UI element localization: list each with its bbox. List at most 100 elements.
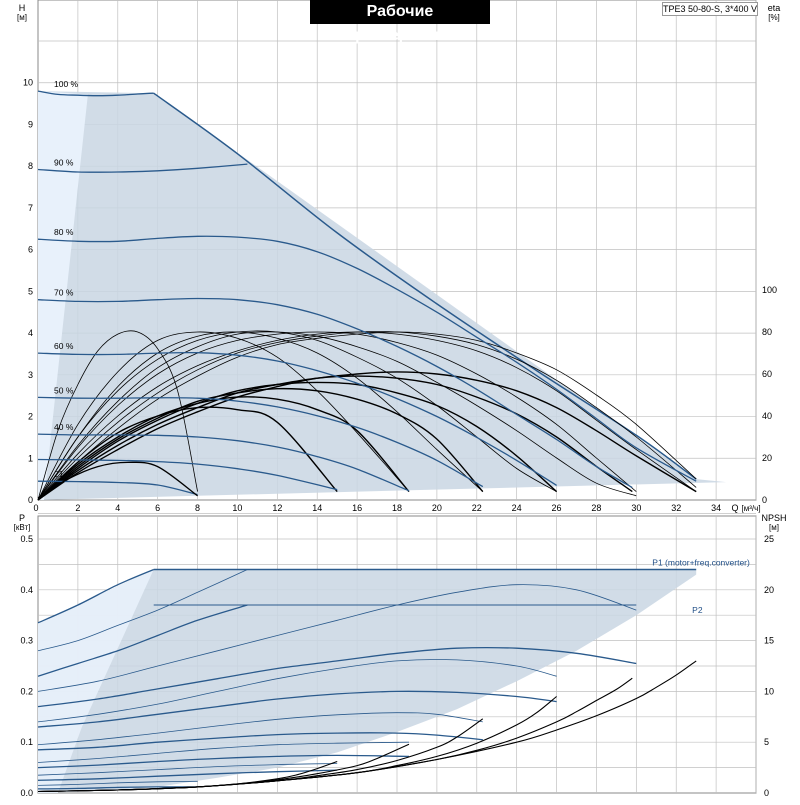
head-y-tick-label: 6 (28, 245, 33, 255)
npsh-tick-label: 20 (764, 585, 774, 595)
speed-label: 21 % (54, 469, 74, 479)
head-y-axis-label: H (19, 3, 26, 13)
q-tick-label: 16 (352, 503, 362, 513)
head-y-axis-unit: [м] (17, 13, 27, 22)
q-tick-label: 2 (75, 503, 80, 513)
power-y-tick-label: 0.4 (20, 585, 33, 595)
speed-label: 50 % (54, 385, 74, 395)
q-tick-label: 0 (33, 503, 38, 513)
power-curve (37, 659, 557, 723)
npsh-axis-label: NPSH (761, 513, 786, 523)
efficiency-curve (37, 371, 697, 501)
q-tick-label: 18 (392, 503, 402, 513)
efficiency-curve (37, 381, 558, 501)
q-tick-label: 30 (631, 503, 641, 513)
q-axis-label: Q (732, 503, 739, 513)
speed-label: 80 % (54, 227, 74, 237)
power-panel: P1 (motor+freq.converter) P2 0.0 0.1 0.2 0.3 0… (14, 513, 787, 798)
head-y-tick-label: 8 (28, 161, 33, 171)
head-max-curve (153, 92, 697, 480)
npsh-tick-label: 0 (764, 788, 769, 798)
head-curve (37, 433, 410, 492)
head-y-tick-label: 10 (23, 78, 33, 88)
head-curve (37, 458, 338, 491)
head-curve (37, 297, 633, 489)
power-curve (37, 569, 248, 652)
eta-tick-label: 20 (762, 453, 772, 463)
eta-tick-label: 0 (762, 495, 767, 505)
power-curve (37, 780, 198, 786)
q-tick-label: 8 (195, 503, 200, 513)
pump-model-label: TPE3 50-80-S, 3*400 V (662, 2, 758, 16)
q-tick-label: 14 (312, 503, 322, 513)
power-curve (37, 754, 410, 769)
power-curve (37, 584, 637, 692)
head-y-tick-label: 5 (28, 286, 33, 296)
efficiency-curve (37, 331, 697, 501)
efficiency-curve (37, 331, 697, 501)
head-y-tick-label: 7 (28, 203, 33, 213)
power-curve (37, 646, 637, 708)
power-curve (37, 786, 198, 790)
p1-series-label: P1 (motor+freq.converter) (652, 557, 750, 567)
npsh-tick-label: 15 (764, 636, 774, 646)
head-panel: 100 %90 %80 %70 %60 %50 %40 %21 %0123456… (17, 0, 780, 513)
speed-label: 40 % (54, 422, 74, 432)
q-tick-label: 28 (591, 503, 601, 513)
power-curve (37, 568, 154, 624)
npsh-tick-label: 5 (764, 737, 769, 747)
head-y-tick-label: 2 (28, 412, 33, 422)
power-y-axis-label: P (19, 513, 25, 523)
q-tick-label: 26 (552, 503, 562, 513)
q-tick-label: 32 (671, 503, 681, 513)
power-curve (37, 732, 483, 751)
efficiency-curve (37, 387, 484, 501)
power-curve (37, 690, 557, 728)
speed-label: 100 % (54, 79, 79, 89)
head-curve (37, 461, 198, 499)
q-tick-label: 24 (512, 503, 522, 513)
power-y-tick-label: 0.0 (20, 788, 33, 798)
q-tick-label: 4 (115, 503, 120, 513)
speed-label: 70 % (54, 288, 74, 298)
head-y-tick-label: 0 (28, 495, 33, 505)
q-axis-unit: [м³/ч] (742, 504, 761, 513)
npsh-curve (37, 660, 697, 793)
q-tick-label: 12 (272, 503, 282, 513)
efficiency-curve (37, 331, 637, 501)
q-tick-label: 20 (432, 503, 442, 513)
npsh-axis-unit: [м] (769, 523, 779, 532)
head-curve (37, 351, 557, 486)
eta-axis-label: eta (768, 3, 781, 13)
chart-title: Рабочие характеристики (310, 0, 490, 44)
head-y-tick-label: 9 (28, 119, 33, 129)
p2-series-label: P2 (692, 605, 703, 615)
head-curve (37, 163, 248, 173)
speed-label: 60 % (54, 341, 74, 351)
npsh-tick-label: 25 (764, 534, 774, 544)
speed-label: 90 % (54, 158, 74, 168)
eta-tick-label: 100 (762, 285, 777, 295)
efficiency-curve (37, 330, 557, 501)
power-y-tick-label: 0.1 (20, 737, 33, 747)
head-y-tick-label: 4 (28, 328, 33, 338)
power-curve (37, 769, 338, 781)
power-curve (37, 712, 483, 746)
q-tick-label: 6 (155, 503, 160, 513)
efficiency-curve (37, 330, 198, 501)
power-y-axis-unit: [кВт] (14, 523, 31, 532)
head-curve (37, 480, 198, 496)
eta-tick-label: 60 (762, 369, 772, 379)
npsh-tick-label: 10 (764, 686, 774, 696)
power-y-tick-label: 0.3 (20, 636, 33, 646)
eta-tick-label: 80 (762, 327, 772, 337)
head-y-tick-label: 3 (28, 370, 33, 380)
q-tick-label: 34 (711, 503, 721, 513)
head-curve (37, 396, 484, 488)
head-curve (37, 235, 697, 482)
power-y-tick-label: 0.5 (20, 534, 33, 544)
power-curve (37, 741, 410, 763)
power-operating-region (38, 569, 697, 793)
